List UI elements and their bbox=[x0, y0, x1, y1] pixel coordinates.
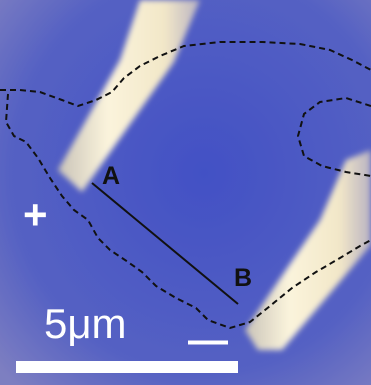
negative-terminal-label: — bbox=[188, 318, 228, 362]
point-a-label: A bbox=[102, 162, 121, 190]
flake-outline bbox=[0, 41, 371, 108]
scale-bar bbox=[16, 361, 238, 373]
measurement-line bbox=[91, 182, 239, 305]
flake-outline-notch bbox=[296, 96, 371, 177]
flake-outline-left bbox=[4, 93, 371, 330]
point-b-label: B bbox=[234, 264, 253, 292]
upper-electrode bbox=[58, 0, 200, 192]
positive-terminal-label: + bbox=[23, 191, 48, 238]
scale-bar-label: 5μm bbox=[44, 300, 127, 347]
